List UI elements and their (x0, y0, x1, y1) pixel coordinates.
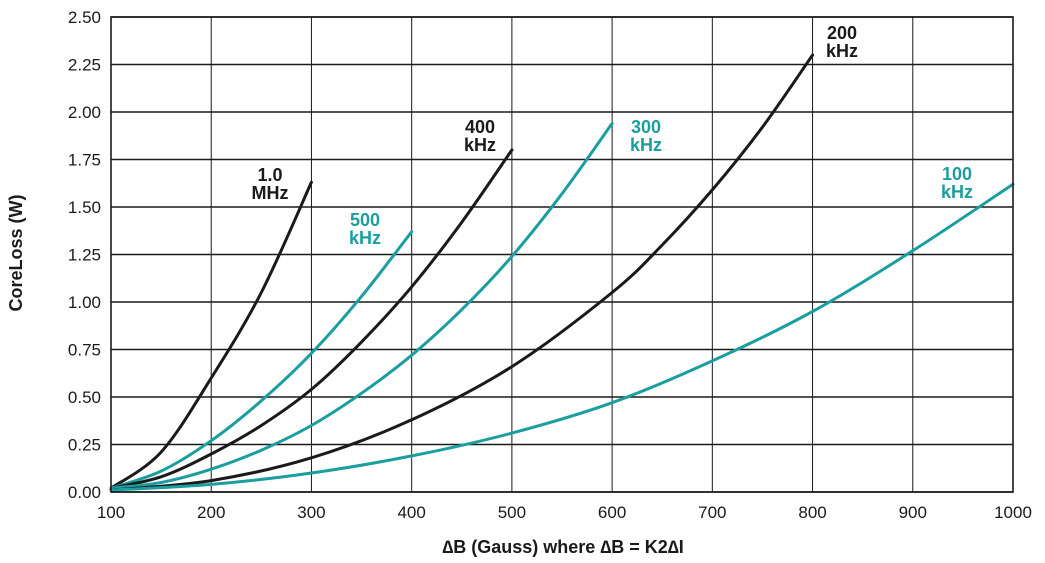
x-tick-label: 700 (698, 503, 726, 522)
y-axis-label: CoreLoss (W) (6, 194, 26, 311)
x-tick-label: 500 (498, 503, 526, 522)
series-line (109, 230, 414, 490)
series-label: 100 (942, 164, 972, 184)
series-label: MHz (252, 183, 289, 203)
y-tick-label: 2.00 (68, 103, 101, 122)
series-label: kHz (464, 135, 496, 155)
y-tick-label: 1.00 (68, 293, 101, 312)
y-tick-labels: 0.00 0.25 0.50 0.75 1.00 1.25 1.50 1.75 2.00 2.25… (68, 8, 101, 502)
y-tick-label: 0.75 (68, 341, 101, 360)
series-label: 200 (827, 23, 857, 43)
series-line (109, 180, 313, 490)
grid (110, 16, 1014, 493)
series-label: 1.0 (257, 165, 282, 185)
plot-frame (110, 16, 1014, 493)
series-label: kHz (941, 182, 973, 202)
y-tick-label: 1.75 (68, 151, 101, 170)
y-tick-label: 0.25 (68, 436, 101, 455)
series-label: 500 (350, 210, 380, 230)
y-tick-label: 2.25 (68, 56, 101, 75)
x-tick-label: 800 (798, 503, 826, 522)
y-tick-label: 0.50 (68, 388, 101, 407)
x-tick-label: 100 (97, 503, 125, 522)
y-tick-label: 1.25 (68, 246, 101, 265)
series-line (109, 53, 815, 492)
y-tick-label: 0.00 (68, 483, 101, 502)
x-tick-label: 300 (297, 503, 325, 522)
series-label: kHz (826, 41, 858, 61)
series-label: kHz (630, 135, 662, 155)
y-tick-label: 2.50 (68, 8, 101, 27)
series-label: 400 (465, 117, 495, 137)
x-tick-labels: 100 200 300 400 500 600 700 800 900 1000 (97, 503, 1032, 522)
series-line (109, 121, 614, 490)
series-label: 300 (631, 117, 661, 137)
series-label: kHz (349, 228, 381, 248)
y-tick-label: 1.50 (68, 198, 101, 217)
series-line (109, 148, 514, 490)
series-lines (109, 53, 1015, 492)
x-tick-label: 900 (899, 503, 927, 522)
x-tick-label: 400 (397, 503, 425, 522)
x-tick-label: 200 (197, 503, 225, 522)
series-line (109, 182, 1015, 492)
x-axis-label: ∆B (Gauss) where ∆B = K2∆I (442, 537, 684, 557)
plot-border (110, 16, 1014, 493)
x-tick-label: 1000 (994, 503, 1032, 522)
x-tick-label: 600 (598, 503, 626, 522)
